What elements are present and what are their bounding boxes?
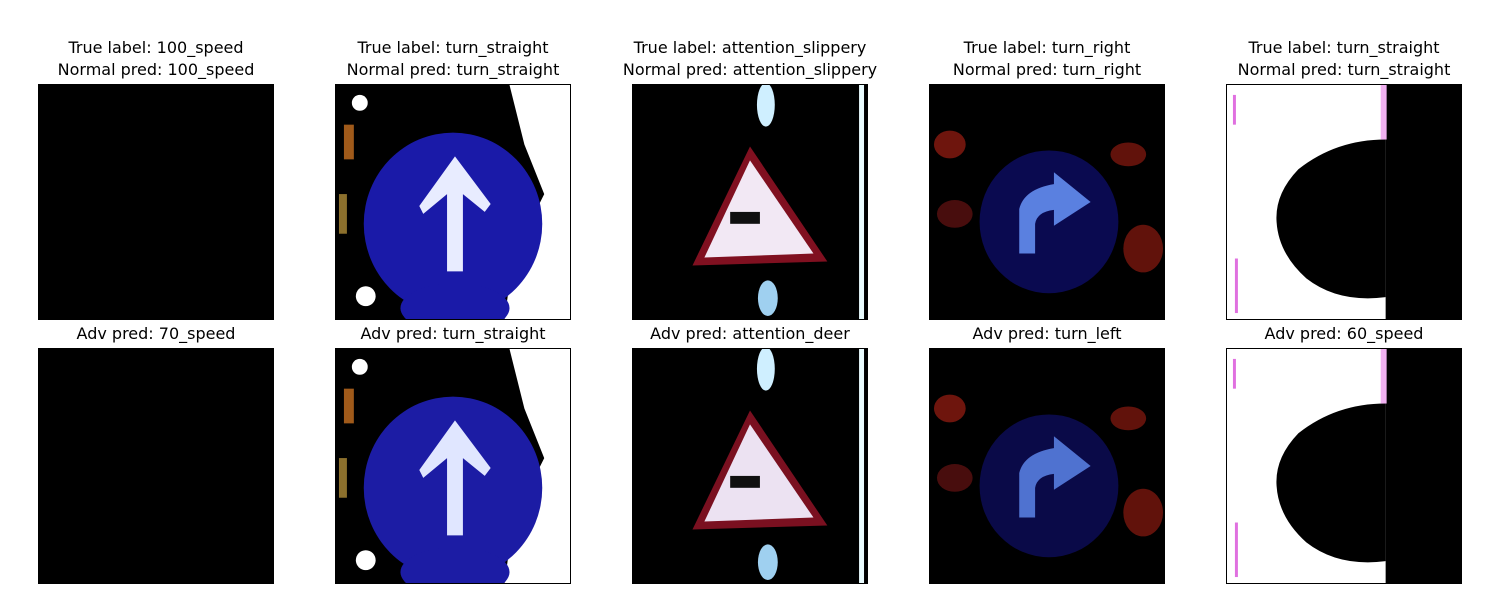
column-3-adv-title: Adv pred: attention_deer [600,323,900,345]
column-1-adv-title: Adv pred: 70_speed [6,323,306,345]
overexposed-sign-original [1227,85,1461,319]
adv-pred-5: Adv pred: 60_speed [1264,324,1424,343]
column-2-adv-title: Adv pred: turn_straight [303,323,603,345]
original-image-3 [632,84,868,320]
true-label-1: True label: 100_speed [68,38,244,57]
adv-pred-2: Adv pred: turn_straight [360,324,546,343]
column-5-adv-title: Adv pred: 60_speed [1194,323,1494,345]
normal-pred-5: Normal pred: turn_straight [1237,60,1451,79]
adv-pred-1: Adv pred: 70_speed [76,324,236,343]
normal-pred-2: Normal pred: turn_straight [346,60,560,79]
adversarial-image-3 [632,348,868,584]
column-4-adv-title: Adv pred: turn_left [897,323,1197,345]
column-1-titles: True label: 100_speed Normal pred: 100_s… [6,37,306,81]
overexposed-sign-adversarial [1227,349,1461,583]
original-image-5 [1226,84,1462,320]
turn-straight-sign-adversarial [336,349,570,583]
black-sign-image-adversarial [39,349,273,583]
adversarial-image-2 [335,348,571,584]
black-sign-image-original [39,85,273,319]
column-4-titles: True label: turn_right Normal pred: turn… [897,37,1197,81]
warning-triangle-sign-adversarial [633,349,867,583]
adversarial-image-4 [929,348,1165,584]
normal-pred-4: Normal pred: turn_right [952,60,1142,79]
adv-pred-4: Adv pred: turn_left [972,324,1122,343]
normal-pred-3: Normal pred: attention_slippery [622,60,878,79]
turn-straight-sign-original [336,85,570,319]
true-label-5: True label: turn_straight [1248,38,1440,57]
true-label-2: True label: turn_straight [357,38,549,57]
adversarial-image-5 [1226,348,1462,584]
column-5-titles: True label: turn_straight Normal pred: t… [1194,37,1494,81]
true-label-3: True label: attention_slippery [633,38,867,57]
original-image-1 [38,84,274,320]
adv-pred-3: Adv pred: attention_deer [650,324,850,343]
original-image-2 [335,84,571,320]
column-2-titles: True label: turn_straight Normal pred: t… [303,37,603,81]
adversarial-image-1 [38,348,274,584]
true-label-4: True label: turn_right [963,38,1131,57]
original-image-4 [929,84,1165,320]
turn-right-sign-original [930,85,1164,319]
warning-triangle-sign-original [633,85,867,319]
normal-pred-1: Normal pred: 100_speed [57,60,255,79]
column-3-titles: True label: attention_slippery Normal pr… [600,37,900,81]
turn-right-sign-adversarial [930,349,1164,583]
